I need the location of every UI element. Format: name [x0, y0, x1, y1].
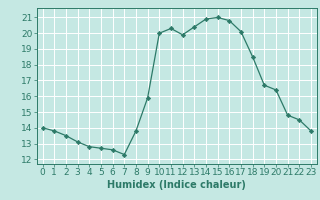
- X-axis label: Humidex (Indice chaleur): Humidex (Indice chaleur): [108, 180, 246, 190]
